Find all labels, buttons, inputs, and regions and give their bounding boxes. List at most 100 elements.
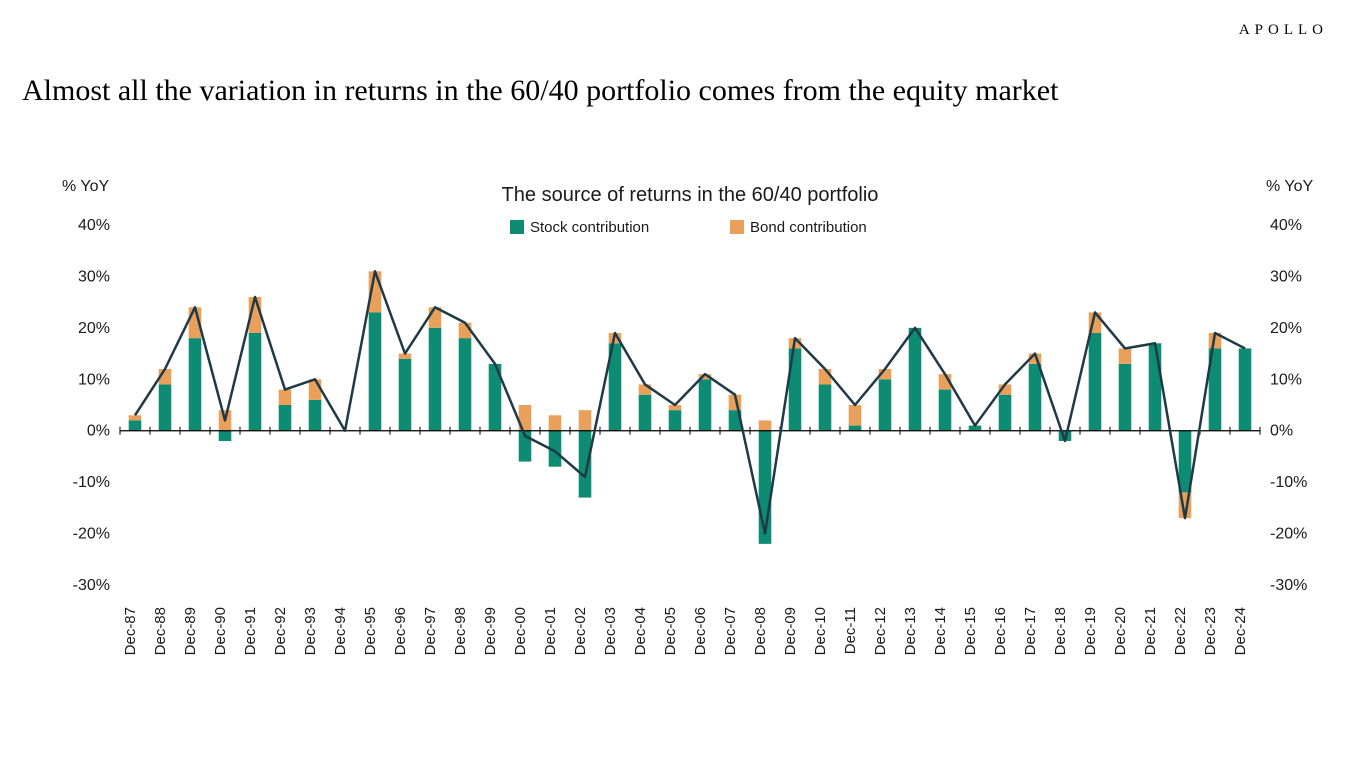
bar-stock [309, 400, 322, 431]
bar-stock [279, 405, 292, 431]
bar-bond [1119, 348, 1132, 363]
ytick-right: 20% [1270, 320, 1302, 337]
brand-logo: APOLLO [1239, 22, 1328, 39]
x-category-label: Dec-90 [212, 607, 229, 655]
x-category-label: Dec-08 [752, 607, 769, 655]
legend-label-bond: Bond contribution [750, 219, 867, 236]
x-category-label: Dec-14 [932, 607, 949, 655]
ytick-left: 20% [78, 320, 110, 337]
bar-stock [819, 384, 832, 430]
x-category-label: Dec-17 [1022, 607, 1039, 655]
bar-stock [129, 420, 142, 430]
x-category-label: Dec-96 [392, 607, 409, 655]
ytick-right: -10% [1270, 474, 1307, 491]
ytick-right: 30% [1270, 268, 1302, 285]
page-root: APOLLO Almost all the variation in retur… [0, 0, 1366, 768]
bar-stock [249, 333, 262, 431]
x-category-label: Dec-19 [1082, 607, 1099, 655]
x-category-label: Dec-15 [962, 607, 979, 655]
x-category-label: Dec-99 [482, 607, 499, 655]
x-category-label: Dec-05 [662, 607, 679, 655]
x-category-label: Dec-23 [1202, 607, 1219, 655]
page-title: Almost all the variation in returns in t… [22, 74, 1058, 108]
bar-stock [1089, 333, 1102, 431]
x-category-label: Dec-95 [362, 607, 379, 655]
x-category-label: Dec-22 [1172, 607, 1189, 655]
bar-stock [399, 359, 412, 431]
bar-stock [369, 312, 382, 430]
bar-bond [279, 390, 292, 405]
x-category-label: Dec-98 [452, 607, 469, 655]
x-category-label: Dec-09 [782, 607, 799, 655]
returns-chart: The source of returns in the 60/40 portf… [0, 0, 1366, 768]
bar-bond [549, 415, 562, 430]
x-category-label: Dec-10 [812, 607, 829, 655]
x-category-label: Dec-02 [572, 607, 589, 655]
x-category-label: Dec-12 [872, 607, 889, 655]
bar-bond [579, 410, 592, 431]
bar-stock [909, 328, 922, 431]
bar-bond [129, 415, 142, 420]
bar-stock [639, 395, 652, 431]
ytick-right: 10% [1270, 371, 1302, 388]
ytick-left: 10% [78, 371, 110, 388]
chart-subtitle: The source of returns in the 60/40 portf… [502, 184, 879, 206]
y-axis-label-right: % YoY [1266, 178, 1313, 195]
bar-stock [429, 328, 442, 431]
bar-stock [999, 395, 1012, 431]
ytick-left: 0% [87, 423, 110, 440]
bar-stock [1239, 348, 1252, 430]
x-category-label: Dec-06 [692, 607, 709, 655]
bar-stock [219, 431, 232, 441]
x-category-label: Dec-11 [842, 607, 859, 654]
x-category-label: Dec-16 [992, 607, 1009, 655]
x-category-label: Dec-93 [302, 607, 319, 655]
x-category-label: Dec-87 [122, 607, 139, 655]
bar-stock [849, 426, 862, 431]
bar-stock [1119, 364, 1132, 431]
bar-stock [459, 338, 472, 431]
x-category-label: Dec-18 [1052, 607, 1069, 655]
x-category-label: Dec-00 [512, 607, 529, 655]
bar-bond [309, 379, 322, 400]
ytick-left: 30% [78, 268, 110, 285]
x-category-label: Dec-03 [602, 607, 619, 655]
bar-stock [939, 390, 952, 431]
ytick-right: -30% [1270, 577, 1307, 594]
bar-stock [1149, 343, 1162, 430]
ytick-right: 0% [1270, 423, 1293, 440]
x-category-label: Dec-89 [182, 607, 199, 655]
total-return-line [135, 271, 1245, 533]
x-category-label: Dec-07 [722, 607, 739, 655]
x-category-label: Dec-94 [332, 607, 349, 655]
x-category-label: Dec-20 [1112, 607, 1129, 655]
x-category-label: Dec-21 [1142, 607, 1159, 655]
x-category-label: Dec-92 [272, 607, 289, 655]
y-axis-label-left: % YoY [62, 178, 109, 195]
bar-stock [699, 379, 712, 430]
bar-stock [1029, 364, 1042, 431]
ytick-right: 40% [1270, 217, 1302, 234]
legend-label-stock: Stock contribution [530, 219, 649, 236]
ytick-left: -10% [73, 474, 110, 491]
bar-bond [759, 420, 772, 430]
x-category-label: Dec-91 [242, 607, 259, 655]
x-category-label: Dec-13 [902, 607, 919, 655]
ytick-left: 40% [78, 217, 110, 234]
bar-stock [159, 384, 172, 430]
bar-bond [849, 405, 862, 426]
ytick-left: -30% [73, 577, 110, 594]
bar-stock [879, 379, 892, 430]
x-category-label: Dec-01 [542, 607, 559, 655]
x-category-label: Dec-24 [1232, 607, 1249, 655]
x-category-label: Dec-88 [152, 607, 169, 655]
bar-stock [189, 338, 202, 431]
ytick-left: -20% [73, 526, 110, 543]
bar-bond [819, 369, 832, 384]
x-category-label: Dec-97 [422, 607, 439, 655]
x-category-label: Dec-04 [632, 607, 649, 655]
legend-swatch-bond [730, 220, 744, 234]
legend-swatch-stock [510, 220, 524, 234]
ytick-right: -20% [1270, 526, 1307, 543]
bar-stock [669, 410, 682, 431]
